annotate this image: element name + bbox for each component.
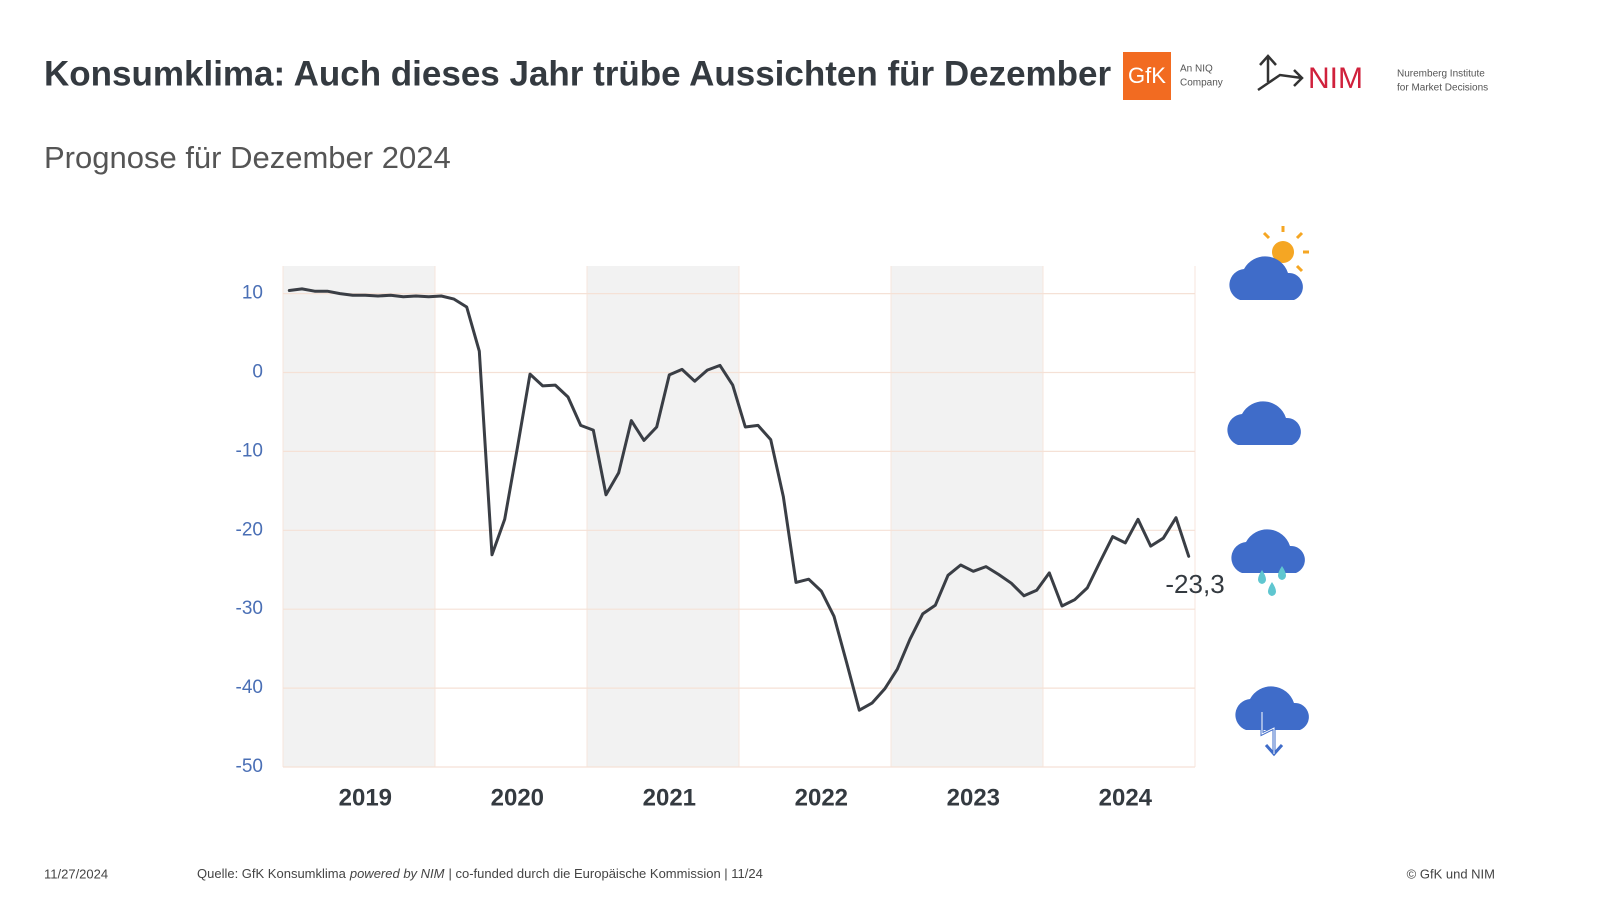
- x-tick-label: 2022: [795, 784, 848, 811]
- gfk-logo: GfK An NIQ Company: [1123, 52, 1223, 100]
- source-part: Quelle: GfK Konsumklima: [197, 866, 347, 881]
- y-tick-label: -10: [236, 440, 263, 461]
- gfk-note: An NIQ: [1180, 64, 1213, 75]
- footer-date: 11/27/2024: [44, 866, 108, 881]
- weather-icons: [1227, 226, 1309, 757]
- icon-rain-cloud: [1231, 529, 1305, 596]
- year-shade: [587, 266, 739, 767]
- y-tick-label: 10: [242, 283, 263, 304]
- y-tick-label: -30: [236, 598, 263, 619]
- source-part: | co-funded durch die Europäische Kommis…: [449, 866, 763, 881]
- line: [287, 287, 1191, 712]
- y-tick-label: -50: [236, 756, 263, 777]
- footer-source: Quelle: GfK Konsumklima powered by NIM | c…: [197, 866, 763, 881]
- source-part: powered by NIM: [349, 866, 445, 881]
- x-tick-label: 2023: [947, 784, 1000, 811]
- nim-logo: NIM Nuremberg Institute for Market Decis…: [1257, 54, 1488, 95]
- nim-icon: [1257, 54, 1304, 92]
- nim-text: NIM: [1308, 62, 1363, 95]
- gfk-logo-box: [1123, 52, 1171, 100]
- value-label: -23,3: [1165, 569, 1224, 599]
- x-tick-label: 2020: [491, 784, 544, 811]
- icon-storm-cloud: [1235, 686, 1309, 757]
- year-shade: [891, 266, 1043, 767]
- x-tick-label: 2021: [643, 784, 696, 811]
- year-shade: [283, 266, 435, 767]
- y-tick-label: -20: [236, 519, 263, 540]
- gfk-logo-text: GfK: [1128, 63, 1166, 88]
- y-tick-label: 0: [252, 362, 263, 383]
- footer-copyright: © GfK und NIM: [1407, 866, 1495, 881]
- x-tick-label: 2024: [1099, 784, 1153, 811]
- icon-cloud: [1227, 401, 1301, 445]
- nim-note: Nuremberg Institute: [1397, 69, 1485, 80]
- subtitle: Prognose für Dezember 2024: [44, 140, 451, 175]
- title: Konsumklima: Auch dieses Jahr trübe Auss…: [44, 54, 1112, 93]
- icon-sun-cloud: [1229, 226, 1309, 300]
- gfk-note: Company: [1180, 78, 1223, 89]
- x-tick-label: 2019: [339, 784, 392, 811]
- plot: -50 -40 -30 -20 -10 0 10 2019 2020 2021 2022 2023 20…: [236, 266, 1225, 811]
- y-tick-label: -40: [236, 677, 263, 698]
- nim-note: for Market Decisions: [1397, 83, 1488, 94]
